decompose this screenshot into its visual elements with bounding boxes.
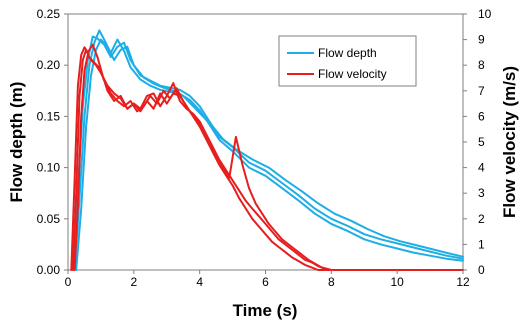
- y2-tick-label: 8: [478, 58, 485, 72]
- y-axis-title: Flow depth (m): [7, 82, 26, 203]
- legend-label-depth: Flow depth: [318, 46, 377, 60]
- y2-axis-title: Flow velocity (m/s): [500, 66, 519, 218]
- depth-line-0: [71, 35, 464, 271]
- legend-box: [278, 35, 417, 87]
- y-tick-label: 0.00: [37, 263, 61, 277]
- y2-tick-label: 6: [478, 109, 485, 123]
- legend-label-velocity: Flow velocity: [318, 67, 387, 81]
- y-tick-label: 0.25: [37, 7, 61, 21]
- y2-tick-label: 10: [478, 7, 492, 21]
- x-tick-label: 0: [65, 275, 72, 289]
- y-tick-label: 0.05: [37, 212, 61, 226]
- series-layer: [70, 29, 464, 271]
- velocity-line-5: [73, 54, 464, 271]
- x-tick-label: 4: [196, 275, 203, 289]
- y2-tick-label: 7: [478, 84, 485, 98]
- x-tick-label: 6: [262, 275, 269, 289]
- y-tick-label: 0.10: [37, 161, 61, 175]
- depth-line-1: [73, 29, 464, 271]
- y2-tick-label: 9: [478, 33, 485, 47]
- y2-tick-label: 2: [478, 212, 485, 226]
- x-axis-title: Time (s): [233, 301, 298, 320]
- y2-tick-label: 5: [478, 135, 485, 149]
- y2-tick-label: 0: [478, 263, 485, 277]
- y2-tick-label: 3: [478, 186, 485, 200]
- legend: Flow depth Flow velocity: [278, 35, 417, 87]
- ticks-layer: 0 2 4 6 8 10 120.000.050.100.150.200.250123456…: [37, 7, 492, 289]
- x-tick-label: 12: [456, 275, 470, 289]
- y-tick-label: 0.15: [37, 109, 61, 123]
- x-tick-label: 10: [390, 275, 404, 289]
- y2-tick-label: 1: [478, 237, 485, 251]
- y-tick-label: 0.20: [37, 58, 61, 72]
- depth-line-2: [75, 38, 464, 271]
- y2-tick-label: 4: [478, 161, 485, 175]
- x-tick-label: 2: [130, 275, 137, 289]
- x-tick-label: 8: [328, 275, 335, 289]
